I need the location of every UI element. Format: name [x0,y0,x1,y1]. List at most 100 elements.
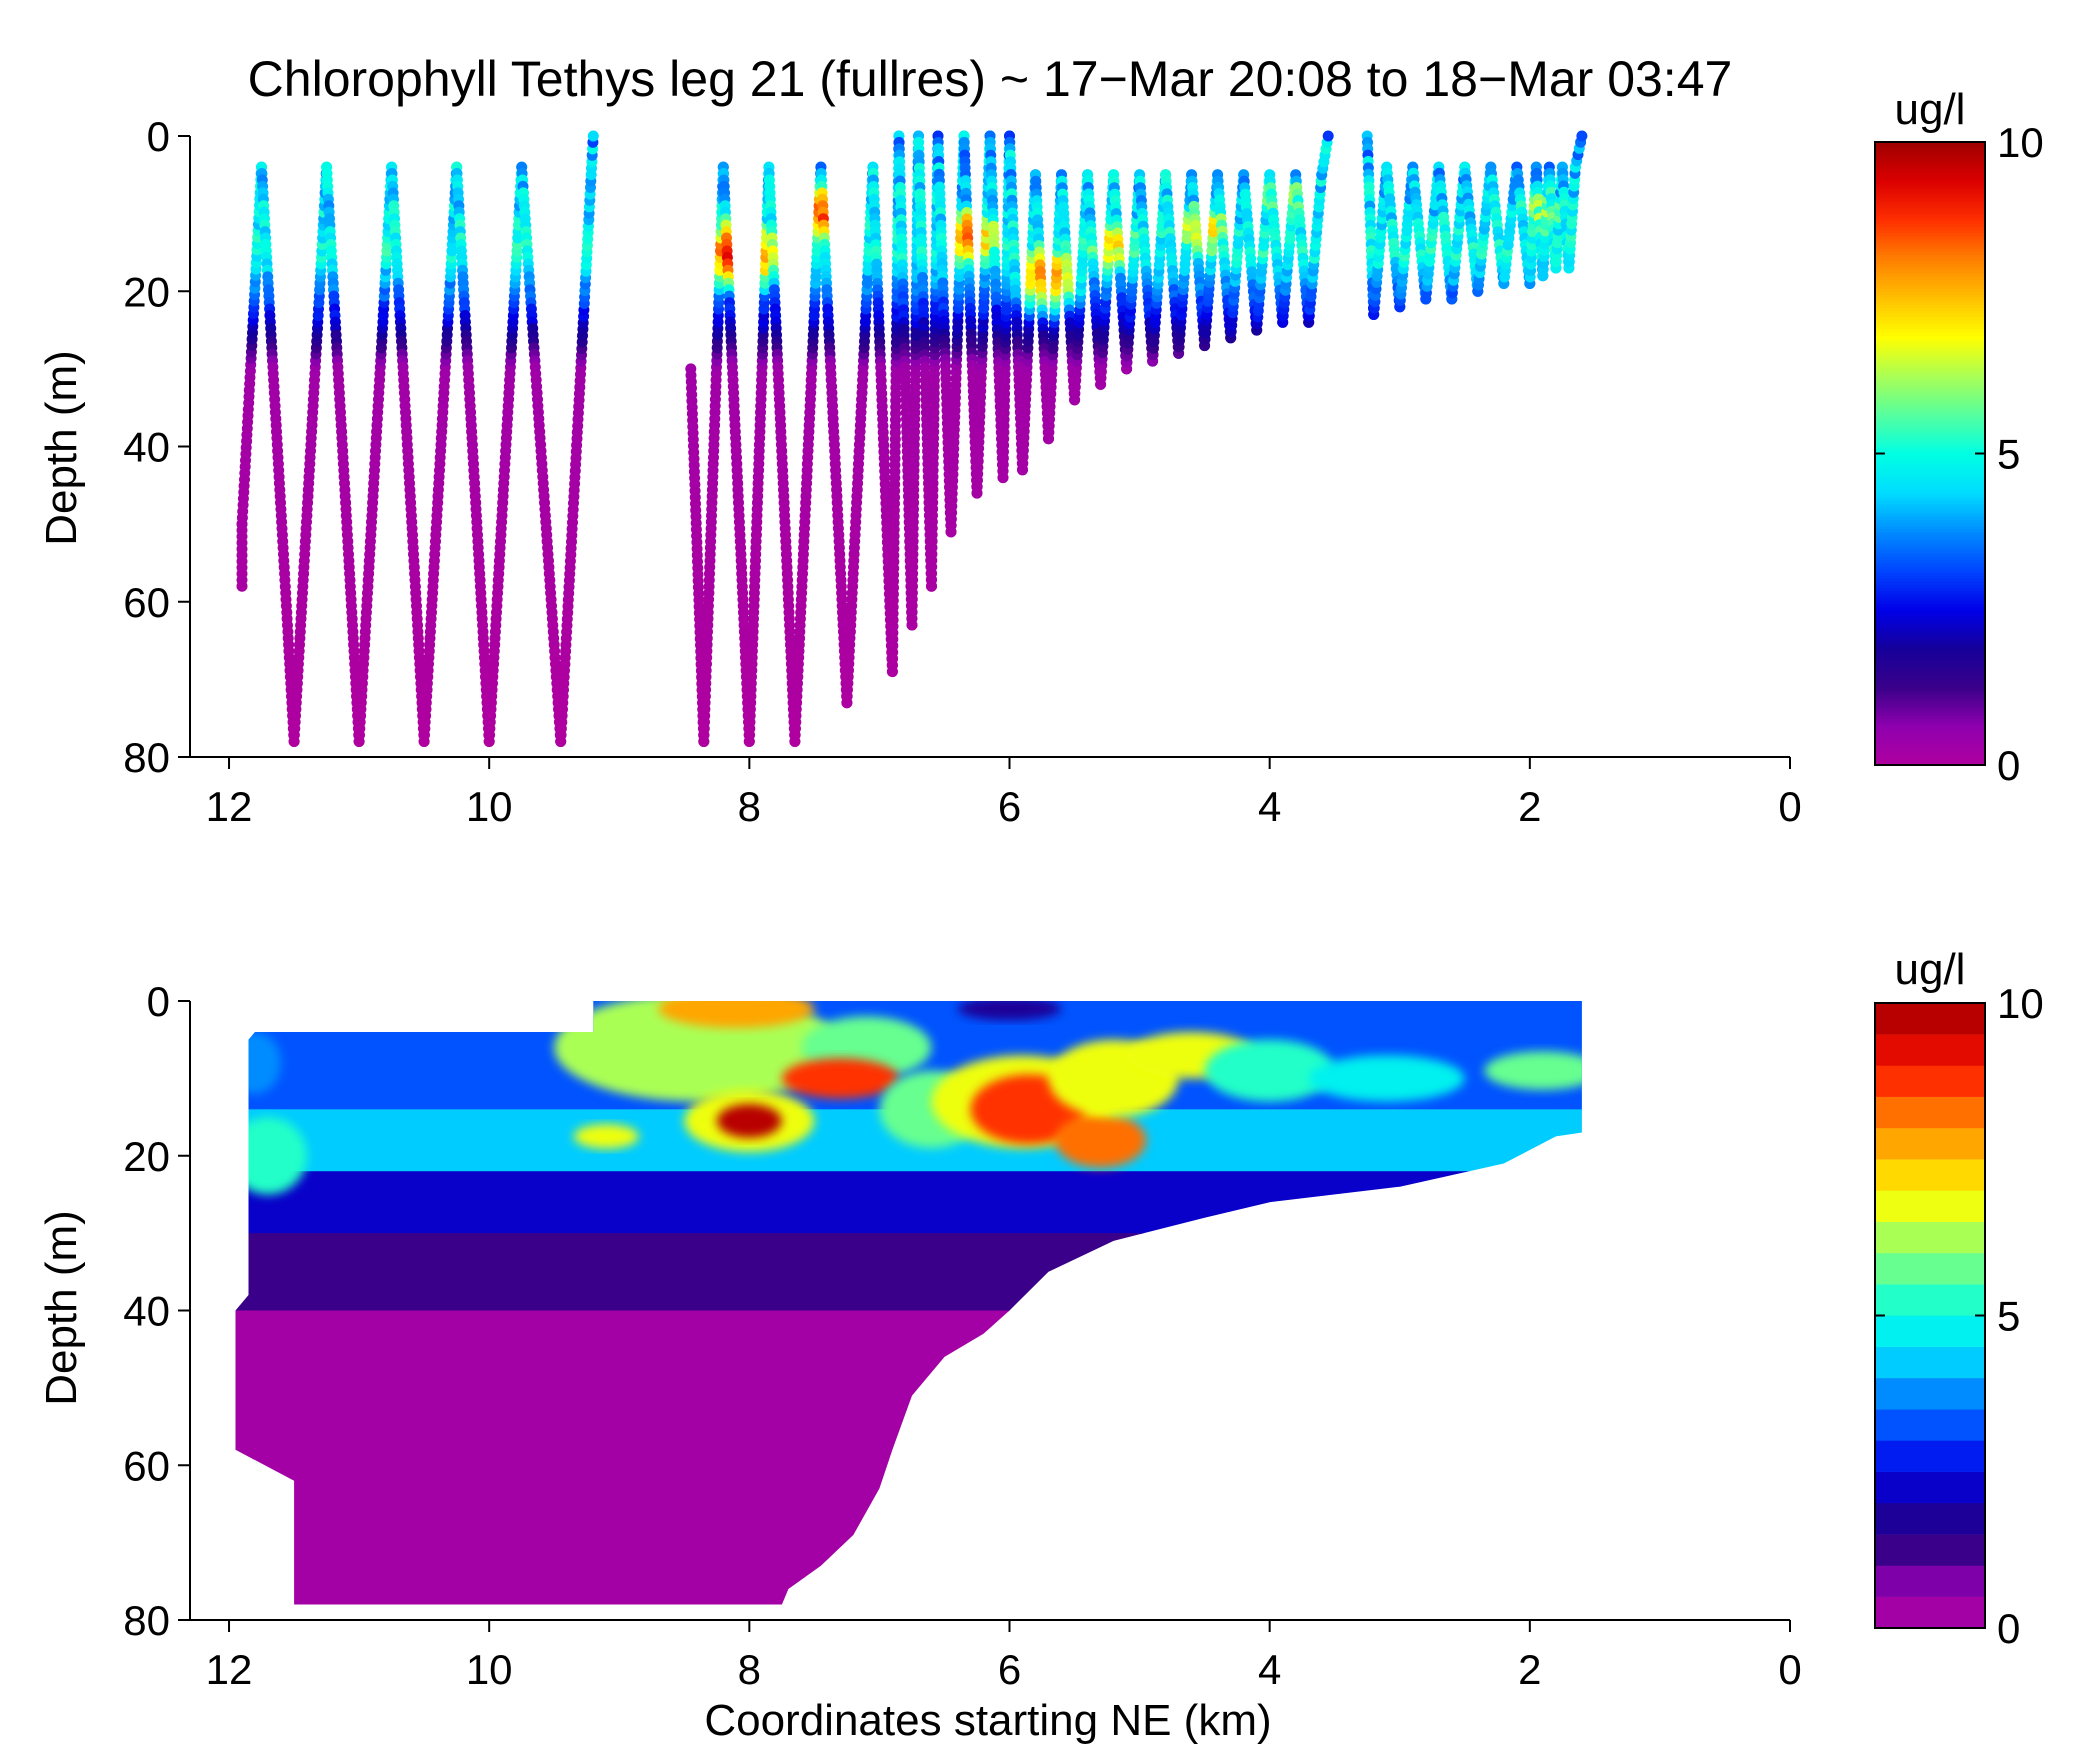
top-colorbar-band [1875,254,1985,259]
top-colorbar-band [1875,347,1985,352]
top-colorbar-band [1875,590,1985,595]
top-scatter-plot [236,130,1588,747]
top-colorbar-band [1875,643,1985,648]
top-colorbar-band [1875,428,1985,433]
top-colorbar-band [1875,238,1985,243]
bottom-colorbar-band [1875,1409,1985,1441]
top-colorbar-band [1875,668,1985,673]
top-colorbar-band [1875,497,1985,502]
top-y-tick-label: 80 [123,734,170,781]
top-colorbar-band [1875,251,1985,255]
top-colorbar-band [1875,316,1985,321]
top-colorbar-band [1875,584,1985,589]
top-colorbar-band [1875,531,1985,536]
bottom-colorbar-band [1875,1378,1985,1410]
top-colorbar-band [1875,736,1985,741]
top-colorbar-band [1875,419,1985,424]
top-colorbar-band [1875,596,1985,601]
top-colorbar-band [1875,297,1985,302]
top-colorbar-band [1875,712,1985,716]
top-colorbar-band [1875,310,1985,315]
top-colorbar-band [1875,447,1985,452]
top-colorbar-band [1875,718,1985,723]
bottom-y-tick-label: 40 [123,1288,170,1335]
top-colorbar-tick-label: 5 [1997,431,2020,478]
top-colorbar-band [1875,182,1985,187]
top-colorbar-band [1875,509,1985,514]
top-colorbar-band [1875,453,1985,458]
top-colorbar-band [1875,400,1985,405]
top-colorbar-band [1875,173,1985,178]
top-colorbar-band [1875,226,1985,231]
bottom-colorbar-band [1875,1159,1985,1191]
top-colorbar-band [1875,534,1985,539]
bottom-x-tick-label: 8 [738,1646,761,1693]
top-colorbar-band [1875,437,1985,442]
bottom-colorbar-band [1875,1190,1985,1222]
contour-layer [235,1233,1582,1312]
top-colorbar-band [1875,665,1985,670]
top-colorbar-band [1875,366,1985,371]
top-y-tick-label: 60 [123,579,170,626]
top-colorbar-band [1875,322,1985,327]
top-colorbar-band [1875,634,1985,639]
top-colorbar-unit: ug/l [1895,85,1966,134]
top-colorbar-band [1875,328,1985,333]
top-colorbar-band [1875,662,1985,667]
top-colorbar-band [1875,550,1985,554]
bottom-colorbar-band [1875,1315,1985,1347]
top-colorbar-band [1875,587,1985,592]
top-colorbar-band [1875,191,1985,196]
bottom-x-axis-label: Coordinates starting NE (km) [704,1696,1271,1745]
top-colorbar-band [1875,425,1985,430]
top-colorbar-band [1875,746,1985,751]
top-colorbar-band [1875,313,1985,318]
top-colorbar-band [1875,157,1985,162]
top-colorbar-band [1875,413,1985,417]
top-colorbar-band [1875,469,1985,473]
top-colorbar-band [1875,699,1985,704]
bottom-x-tick-label: 0 [1778,1646,1801,1693]
top-colorbar-band [1875,755,1985,760]
top-colorbar-band [1875,493,1985,498]
top-colorbar-band [1875,512,1985,517]
top-colorbar-band [1875,450,1985,455]
top-colorbar-band [1875,475,1985,480]
top-colorbar-band [1875,422,1985,427]
contour-layer [235,1310,1582,1605]
top-colorbar-band [1875,198,1985,202]
top-colorbar-band [1875,677,1985,682]
top-colorbar-band [1875,721,1985,726]
top-colorbar-band [1875,294,1985,299]
top-colorbar-band [1875,724,1985,729]
top-colorbar-band [1875,170,1985,174]
top-colorbar-band [1875,235,1985,240]
top-colorbar-band [1875,609,1985,614]
contour-feature [1308,1055,1465,1102]
top-colorbar-band [1875,465,1985,470]
top-colorbar-band [1875,637,1985,642]
top-colorbar-band [1875,565,1985,570]
scatter-point [1322,130,1334,142]
top-colorbar-band [1875,232,1985,237]
top-colorbar-band [1875,749,1985,754]
bottom-colorbar-band [1875,1346,1985,1379]
bottom-y-tick-label: 0 [147,978,170,1025]
bottom-colorbar-tick-label: 5 [1997,1293,2020,1340]
bottom-colorbar-band [1875,1128,1985,1160]
top-colorbar-band [1875,160,1985,165]
top-colorbar-band [1875,441,1985,445]
top-colorbar-band [1875,272,1985,277]
top-colorbar-band [1875,303,1985,308]
top-colorbar-band [1875,335,1985,340]
top-colorbar-band [1875,353,1985,358]
top-colorbar-band [1875,481,1985,486]
top-colorbar-band [1875,599,1985,604]
bottom-y-tick-label: 80 [123,1597,170,1644]
top-colorbar-band [1875,356,1985,361]
top-colorbar-band [1875,406,1985,411]
top-colorbar-band [1875,179,1985,184]
